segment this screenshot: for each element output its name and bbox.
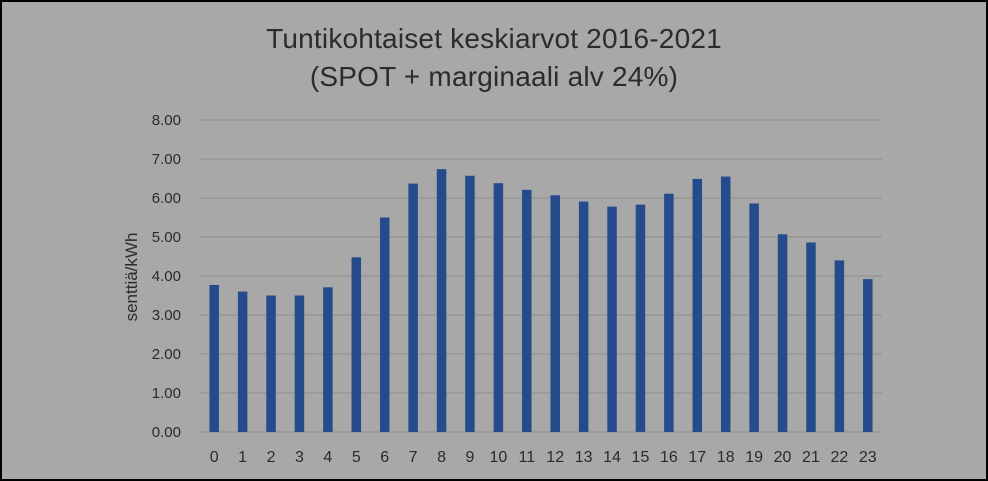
x-tick-label: 18 — [717, 449, 735, 466]
x-tick-label: 8 — [437, 449, 446, 466]
bar-hour-21 — [806, 242, 816, 432]
x-tick-label: 7 — [409, 449, 418, 466]
bar-hour-12 — [550, 195, 560, 432]
bar-hour-2 — [266, 295, 276, 432]
x-tick-label: 22 — [830, 449, 848, 466]
x-tick-label: 0 — [210, 449, 219, 466]
y-tick-label: 0.00 — [152, 424, 181, 441]
x-tick-label: 19 — [745, 449, 763, 466]
x-tick-label: 11 — [518, 449, 535, 466]
bar-hour-6 — [379, 217, 390, 432]
x-tick-label: 6 — [380, 449, 389, 466]
bar-hour-9 — [465, 175, 475, 432]
x-tick-label: 4 — [323, 449, 332, 466]
bar-hour-5 — [351, 257, 362, 432]
x-tick-label: 3 — [295, 449, 304, 466]
bar-hour-3 — [294, 295, 305, 432]
bar-hour-22 — [834, 260, 845, 432]
x-tick-label: 12 — [546, 449, 564, 466]
bar-hour-17 — [692, 178, 703, 432]
x-tick-label: 17 — [688, 449, 706, 466]
bar-hour-8 — [436, 169, 447, 432]
bar-hour-19 — [749, 203, 759, 432]
y-tick-label: 5.00 — [152, 229, 181, 246]
y-tick-label: 4.00 — [152, 268, 181, 285]
bar-hour-18 — [720, 176, 731, 432]
x-tick-label: 5 — [352, 449, 361, 466]
x-tick-label: 13 — [575, 449, 593, 466]
x-tick-label: 21 — [802, 449, 820, 466]
y-tick-label: 8.00 — [152, 112, 181, 129]
bar-hour-1 — [237, 291, 248, 432]
y-axis-ticks: 0.00 1.00 2.00 3.00 4.00 5.00 6.00 7.00 8.00 — [152, 112, 181, 441]
y-tick-label: 7.00 — [152, 151, 181, 168]
bar-hour-10 — [493, 183, 504, 432]
y-axis-label: senttiä/kWh — [122, 233, 141, 322]
y-tick-label: 1.00 — [152, 385, 181, 402]
gridlines — [200, 119, 882, 433]
bar-hour-15 — [635, 204, 646, 432]
x-tick-label: 15 — [632, 449, 650, 466]
bar-hour-20 — [777, 234, 788, 432]
bar-hour-23 — [863, 279, 873, 432]
chart-title: Tuntikohtaiset keskiarvot 2016-2021 — [266, 23, 722, 54]
x-tick-label: 16 — [660, 449, 678, 466]
bar-hour-7 — [408, 183, 418, 432]
x-tick-label: 20 — [774, 449, 792, 466]
bar-hour-0 — [209, 284, 219, 432]
bar-hour-11 — [522, 189, 532, 432]
y-tick-label: 2.00 — [152, 346, 181, 363]
bars — [209, 169, 873, 432]
bar-hour-4 — [323, 287, 333, 432]
x-axis-ticks: 0 1 2 3 4 5 6 7 8 9 10 11 12 13 14 15 16 17 18 19 20 21 22 23 — [210, 449, 877, 466]
bar-hour-14 — [607, 206, 617, 432]
x-tick-label: 9 — [466, 449, 475, 466]
bar-hour-16 — [664, 193, 674, 432]
x-tick-label: 2 — [267, 449, 276, 466]
y-tick-label: 3.00 — [152, 307, 181, 324]
chart-subtitle: (SPOT + marginaali alv 24%) — [309, 61, 679, 92]
bar-hour-13 — [578, 201, 589, 432]
x-tick-label: 10 — [489, 449, 507, 466]
x-tick-label: 23 — [859, 449, 877, 466]
x-tick-label: 1 — [238, 449, 247, 466]
y-tick-label: 6.00 — [152, 190, 181, 207]
chart-title-block: Tuntikohtaiset keskiarvot 2016-2021 (SPO… — [2, 20, 986, 96]
x-tick-label: 14 — [603, 449, 621, 466]
